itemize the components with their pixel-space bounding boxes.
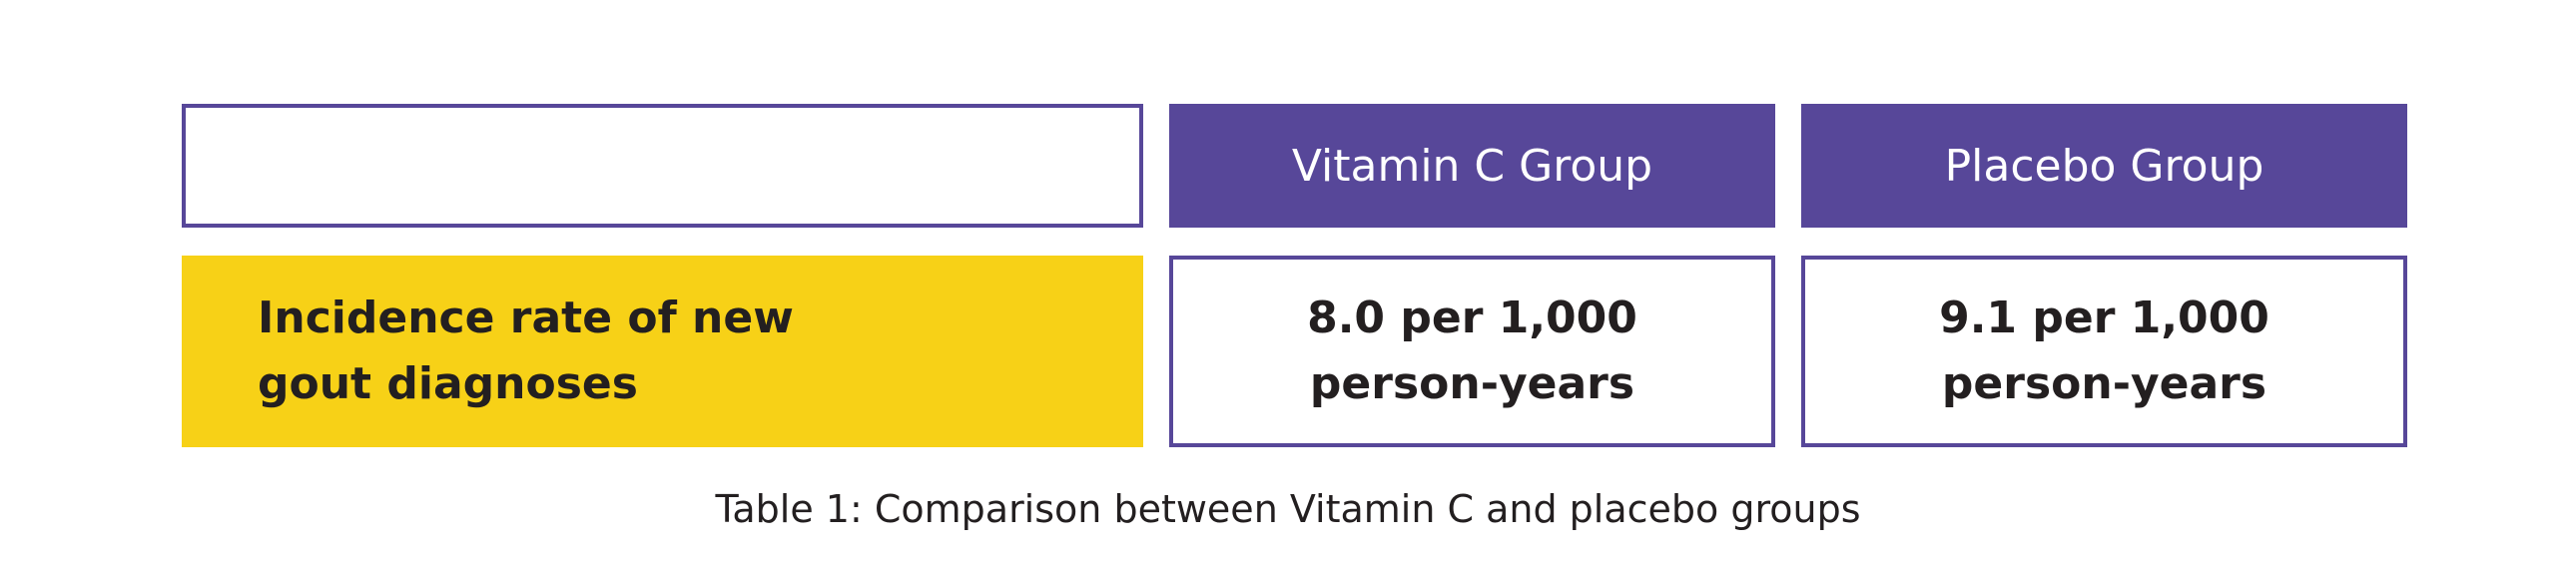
value-cell: 9.1 per 1,000 person-years bbox=[1801, 256, 2407, 447]
header-cell: Vitamin C Group bbox=[1169, 104, 1775, 228]
value-text: 8.0 per 1,000 person-years bbox=[1307, 292, 1637, 409]
header-cell: Placebo Group bbox=[1801, 104, 2407, 228]
empty-corner-cell bbox=[182, 104, 1143, 228]
table-caption: Table 1: Comparison between Vitamin C an… bbox=[715, 487, 1861, 531]
row-label: Incidence rate of new gout diagnoses bbox=[258, 292, 794, 409]
row-label-cell: Incidence rate of new gout diagnoses bbox=[182, 256, 1143, 447]
value-cell: 8.0 per 1,000 person-years bbox=[1169, 256, 1775, 447]
value-text: 9.1 per 1,000 person-years bbox=[1939, 292, 2269, 409]
